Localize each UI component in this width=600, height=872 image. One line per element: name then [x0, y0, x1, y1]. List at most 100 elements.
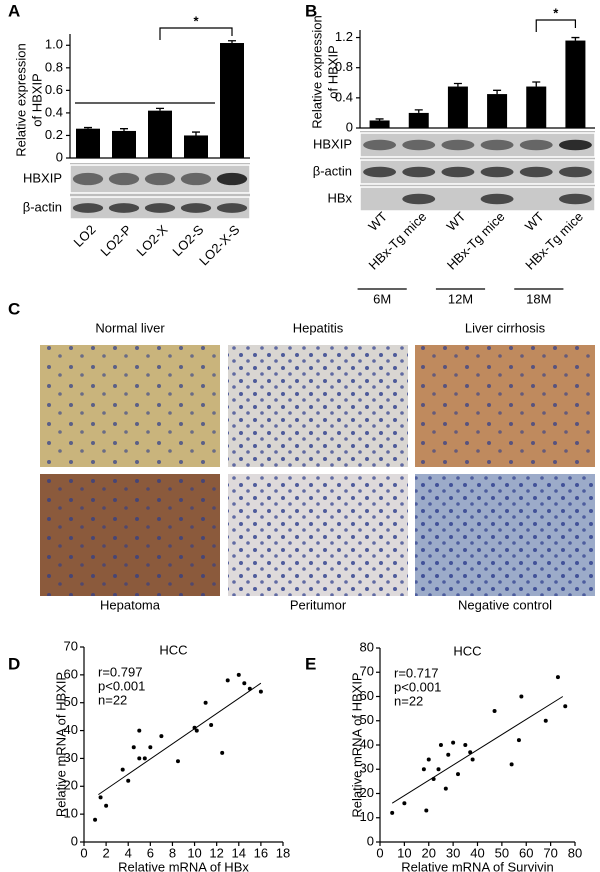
blot-band — [402, 166, 436, 178]
data-point — [209, 723, 214, 727]
data-point — [555, 675, 560, 680]
chart-title: HCC — [453, 643, 481, 658]
x-tick-label: 8 — [169, 845, 176, 860]
error-bar — [375, 118, 384, 121]
blot-strip — [359, 159, 596, 185]
blot-band — [402, 139, 436, 151]
image-label: Negative control — [458, 597, 552, 612]
group-label: 12M — [448, 291, 473, 306]
data-point — [98, 795, 103, 800]
y-tick-label: 60 — [360, 688, 374, 703]
data-point — [436, 767, 441, 772]
data-point — [451, 740, 456, 745]
data-point — [519, 694, 524, 699]
blot-band — [519, 166, 553, 178]
blot-band — [363, 166, 397, 178]
y-tick-label: 0.8 — [45, 59, 63, 74]
y-tick-label: 80 — [360, 639, 374, 654]
y-tick-label: 60 — [64, 666, 78, 681]
data-point — [131, 745, 136, 750]
annotation: p<0.001 — [98, 678, 145, 693]
x-tick-label: 12 — [209, 845, 223, 860]
x-axis-label: Relative mRNA of HBx — [118, 859, 249, 872]
data-point — [104, 803, 109, 808]
x-tick-label: 80 — [568, 845, 582, 860]
panel-letter: B — [305, 1, 317, 20]
error-bar — [228, 40, 236, 44]
data-point — [126, 778, 131, 783]
histology-texture — [228, 345, 408, 467]
y-tick-label: 50 — [64, 694, 78, 709]
significance-bracket — [535, 19, 577, 32]
y-axis-label: Relative mRNA of HBXIP — [349, 672, 364, 817]
blot-label: β-actin — [23, 199, 62, 214]
y-tick-label: 20 — [360, 785, 374, 800]
annotation: n=22 — [98, 692, 127, 707]
group-label: 6M — [373, 291, 391, 306]
x-tick-label: 50 — [495, 845, 509, 860]
annotation: r=0.797 — [98, 664, 142, 679]
y-tick-label: 30 — [360, 761, 374, 776]
data-point — [148, 745, 153, 750]
y-axis-label: Relative mRNA of HBXIP — [53, 672, 68, 817]
x-tick-label: 4 — [125, 845, 132, 860]
y-tick-label: 10 — [360, 809, 374, 824]
error-bar — [532, 81, 541, 87]
x-tick-label: LO2-X — [133, 222, 170, 259]
y-tick-label: 20 — [64, 778, 78, 793]
data-point — [175, 759, 180, 764]
bar — [220, 43, 244, 158]
data-point — [463, 743, 468, 747]
group-label: 18M — [526, 291, 551, 306]
x-tick-label: 0 — [80, 845, 87, 860]
x-tick-label: LO2-P — [97, 222, 134, 259]
image-label: Hepatitis — [293, 320, 344, 335]
x-tick-label: WT — [522, 209, 547, 234]
histology-texture — [40, 474, 220, 596]
trendline — [391, 696, 564, 804]
panel-letter: C — [8, 299, 20, 318]
blot-band — [480, 166, 514, 178]
data-point — [438, 743, 443, 747]
data-point — [120, 767, 125, 772]
y-tick-label: 70 — [360, 664, 374, 679]
y-tick-label: 50 — [360, 712, 374, 727]
data-point — [203, 700, 208, 705]
y-tick-label: 10 — [64, 806, 78, 821]
histology-texture — [40, 345, 220, 467]
blot-band — [558, 193, 592, 205]
error-bar — [120, 128, 128, 131]
blot-band — [180, 203, 212, 213]
data-point — [137, 756, 142, 761]
bar — [447, 86, 468, 128]
histology-texture — [228, 474, 408, 596]
data-point — [443, 786, 448, 791]
y-tick-label: 0 — [367, 833, 374, 848]
x-tick-label: LO2 — [71, 222, 99, 250]
x-tick-label: WT — [365, 209, 390, 234]
significance-label: * — [553, 5, 559, 20]
x-tick-label: WT — [444, 209, 469, 234]
error-bar — [571, 36, 580, 41]
y-tick-label: 1.0 — [45, 37, 63, 52]
y-tick-label: 0.6 — [45, 82, 63, 97]
data-point — [242, 681, 247, 686]
blot-band — [216, 172, 248, 186]
data-point — [492, 709, 497, 714]
blot-band — [363, 139, 397, 151]
x-tick-label: 10 — [187, 845, 201, 860]
image-label: Hepatoma — [100, 597, 161, 612]
blot-band — [144, 203, 176, 213]
annotation: n=22 — [394, 693, 423, 708]
image-label: Peritumor — [290, 597, 347, 612]
error-bar — [493, 89, 502, 95]
trendline — [98, 682, 262, 796]
blot-label: β-actin — [313, 163, 352, 178]
bar — [408, 112, 429, 128]
blot-strip — [359, 186, 596, 212]
histology-texture — [415, 474, 595, 596]
y-tick-label: 0.4 — [45, 104, 63, 119]
blot-band — [216, 203, 248, 213]
data-point — [225, 678, 230, 683]
data-point — [424, 808, 429, 813]
